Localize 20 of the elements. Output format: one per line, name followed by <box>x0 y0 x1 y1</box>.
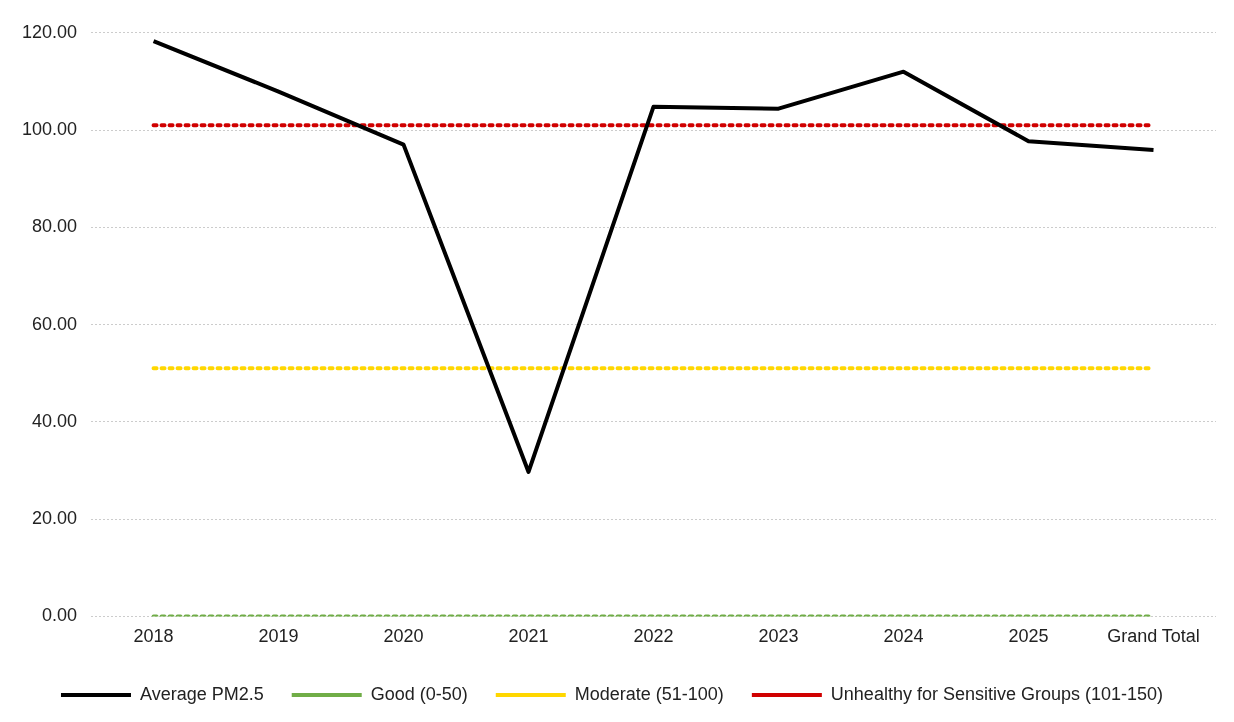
x-tick-label: 2022 <box>633 626 674 647</box>
legend-label: Average PM2.5 <box>139 683 264 704</box>
legend-label: Good (0-50) <box>370 683 468 704</box>
y-tick-label: 100.00 <box>21 119 78 140</box>
x-tick-label: 2023 <box>758 626 799 647</box>
x-tick-label: Grand Total <box>1107 626 1200 647</box>
y-tick-label: 120.00 <box>21 21 78 42</box>
y-tick-label: 80.00 <box>32 216 78 237</box>
y-tick-label: 0.00 <box>42 605 78 626</box>
x-tick-label: 2019 <box>258 626 299 647</box>
legend-label: Unhealthy for Sensitive Groups (101-150) <box>830 683 1164 704</box>
y-tick-label: 20.00 <box>32 508 78 529</box>
x-tick-label: 2018 <box>133 626 174 647</box>
legend-label: Moderate (51-100) <box>574 683 724 704</box>
x-tick-label: 2021 <box>508 626 549 647</box>
x-tick-label: 2025 <box>1008 626 1049 647</box>
x-tick-label: 2024 <box>883 626 924 647</box>
y-tick-label: 40.00 <box>32 410 78 431</box>
y-tick-label: 60.00 <box>32 313 78 334</box>
x-tick-label: 2020 <box>383 626 424 647</box>
